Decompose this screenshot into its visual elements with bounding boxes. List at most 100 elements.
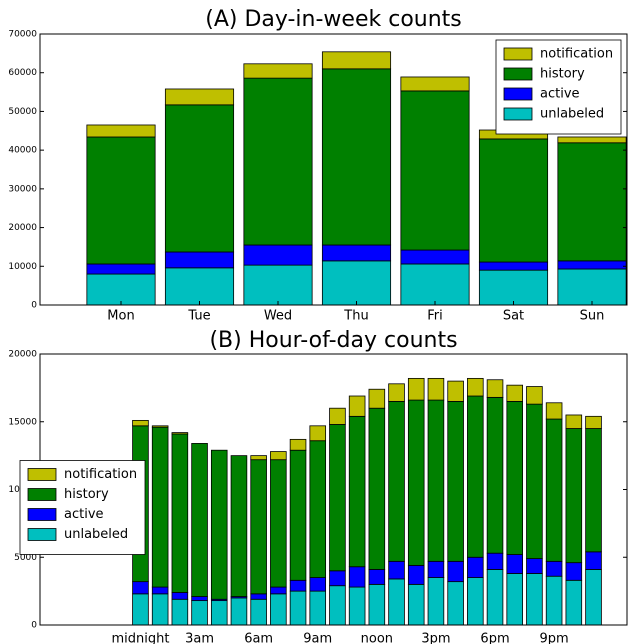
bar-segment (270, 593, 287, 626)
legend-label: history (540, 67, 585, 82)
x-tick-label: midnight (111, 632, 169, 644)
bar-segment (400, 90, 470, 251)
bar-segment (447, 401, 464, 562)
bar-segment (230, 455, 248, 597)
legend-swatch (27, 488, 57, 501)
bar-segment (368, 569, 386, 585)
y-tick-label: 5000 (14, 553, 37, 563)
x-tick-label: Fri (427, 309, 443, 324)
x-tick-label: 3am (185, 632, 214, 644)
bar-segment (486, 552, 504, 570)
bar-segment (506, 401, 524, 555)
legend-label: notification (64, 467, 137, 482)
bar-segment (329, 585, 346, 626)
bar-segment (447, 380, 464, 402)
bar-segment (467, 395, 484, 558)
bar-segment (86, 263, 156, 275)
legend-swatch (503, 87, 533, 101)
x-tick-label: 9pm (540, 632, 569, 644)
bar-segment (545, 402, 563, 420)
bar-segment (407, 583, 425, 626)
bar-segment (243, 63, 313, 79)
bar-segment (478, 269, 549, 306)
bar-segment (243, 244, 313, 266)
bar-segment (230, 597, 248, 626)
bar-segment (486, 396, 504, 554)
legend-swatch (27, 508, 57, 521)
bar-segment (348, 415, 366, 568)
bar-segment (132, 593, 149, 626)
bar-segment (191, 443, 208, 597)
chart-title: (B) Hour-of-day counts (209, 328, 457, 353)
bar-segment (151, 586, 169, 595)
legend-swatch (503, 67, 533, 81)
bar-segment (427, 399, 445, 562)
bar-segment (400, 249, 470, 265)
bar-segment (309, 577, 327, 592)
y-tick-label: 50000 (8, 107, 37, 117)
bar-segment (321, 51, 392, 70)
plot-frame (39, 33, 628, 306)
legend-swatch (503, 47, 533, 61)
bar-segment (289, 590, 307, 626)
legend-label: active (540, 87, 580, 102)
y-tick-label: 20000 (8, 350, 37, 360)
y-tick-label: 0 (31, 621, 37, 631)
y-tick-label: 40000 (8, 146, 37, 156)
legend-label: notification (540, 47, 613, 62)
bar-segment (585, 551, 602, 570)
x-tick-label: Wed (264, 309, 292, 324)
y-tick-label: 20000 (8, 223, 37, 233)
bar-segment (407, 564, 425, 585)
x-tick-label: 9am (303, 632, 332, 644)
bar-segment (427, 377, 445, 401)
legend-label: history (64, 487, 109, 502)
bar-segment (164, 88, 235, 106)
x-tick-label: Mon (107, 309, 134, 324)
bar-segment (400, 263, 470, 306)
bar-segment (348, 395, 366, 417)
bar-segment (557, 136, 627, 144)
bar-segment (557, 268, 627, 306)
bar-segment (447, 560, 464, 583)
y-tick-label: 10000 (8, 262, 37, 272)
bar-segment (565, 414, 583, 429)
y-tick-label: 70000 (8, 30, 37, 40)
bar-segment (270, 459, 287, 588)
x-tick-label: noon (361, 632, 393, 644)
x-tick-label: Sun (580, 309, 605, 324)
x-tick-label: Thu (343, 309, 368, 324)
bar-segment (545, 575, 563, 626)
bar-segment (289, 579, 307, 592)
bar-segment (250, 598, 267, 626)
y-tick-label: 0 (31, 301, 37, 311)
bar-segment (321, 260, 392, 306)
bar-segment (309, 440, 327, 578)
x-tick-label: 6pm (480, 632, 509, 644)
bar-segment (164, 251, 235, 269)
bar-segment (171, 432, 189, 435)
bar-segment (348, 586, 366, 626)
bar-segment (368, 583, 386, 626)
bar-segment (289, 438, 307, 451)
bar-segment (151, 426, 169, 588)
bar-segment (526, 386, 543, 405)
x-tick-label: Tue (187, 309, 210, 324)
legend-swatch (27, 528, 57, 541)
bar-segment (486, 569, 504, 626)
bar-segment (506, 573, 524, 626)
bar-segment (467, 556, 484, 578)
bar-segment (86, 124, 156, 138)
bar-segment (526, 573, 543, 626)
bar-segment (478, 138, 549, 263)
chart-title: (A) Day-in-week counts (205, 7, 462, 32)
bar-segment (321, 68, 392, 246)
bar-segment (321, 244, 392, 262)
bar-segment (467, 377, 484, 397)
bar-segment (585, 569, 602, 626)
x-tick-label: 3pm (421, 632, 450, 644)
bar-segment (86, 273, 156, 306)
bar-segment (86, 136, 156, 265)
bar-segment (329, 424, 346, 572)
